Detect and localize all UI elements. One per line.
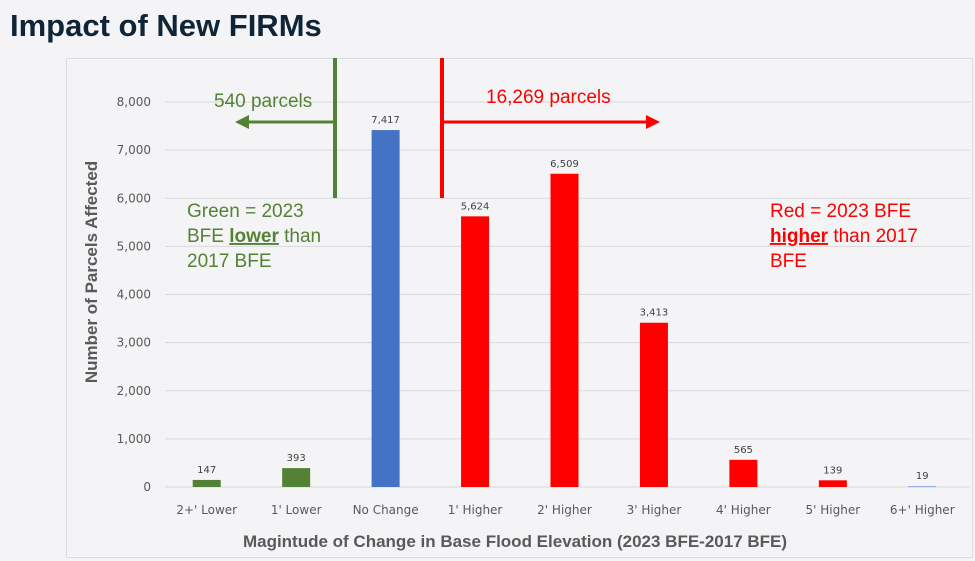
y-axis-label: Number of Parcels Affected [82, 161, 101, 383]
y-tick-label: 7,000 [117, 143, 151, 157]
y-tick-label: 8,000 [117, 95, 151, 109]
x-tick-label: 6+' Higher [890, 503, 955, 517]
data-label: 6,509 [550, 159, 579, 170]
y-tick-label: 1,000 [117, 432, 151, 446]
higher-count-label: 16,269 parcels [486, 87, 611, 108]
x-axis-label: Magintude of Change in Base Flood Elevat… [243, 532, 787, 551]
data-label: 139 [823, 465, 842, 476]
red-arrow-right-icon [646, 115, 660, 129]
y-tick-label: 5,000 [117, 239, 151, 253]
data-label: 7,417 [371, 115, 400, 126]
y-tick-label: 6,000 [117, 191, 151, 205]
x-tick-label: 1' Lower [271, 503, 322, 517]
y-tick-label: 3,000 [117, 336, 151, 350]
bar [371, 130, 400, 487]
y-tick-label: 0 [143, 480, 151, 494]
lower-count-label: 540 parcels [214, 91, 312, 112]
y-tick-label: 4,000 [117, 288, 151, 302]
green-arrow-left-icon [235, 115, 249, 129]
data-label: 565 [734, 445, 753, 456]
page-title: Impact of New FIRMs [10, 8, 322, 43]
bar [639, 322, 668, 487]
data-label: 147 [197, 465, 216, 476]
green-note-line1: Green = 2023 [187, 201, 304, 222]
red-note: Red = 2023 BFE higher than 2017 BFE [770, 201, 923, 272]
x-tick-label: 3' Higher [627, 503, 682, 517]
green-note: Green = 2023 BFE lower than 2017 BFE [187, 201, 326, 272]
data-label: 5,624 [461, 201, 490, 212]
chart-frame [66, 58, 973, 558]
bar [461, 216, 490, 487]
data-label: 3,413 [640, 308, 669, 319]
bar [729, 459, 758, 487]
bar [192, 479, 221, 487]
data-label: 393 [287, 453, 306, 464]
bar [908, 486, 937, 488]
bar [550, 173, 579, 487]
x-tick-label: 4' Higher [716, 503, 771, 517]
x-tick-label: 1' Higher [448, 503, 503, 517]
x-tick-label: 5' Higher [806, 503, 861, 517]
x-tick-label: 2+' Lower [176, 503, 237, 517]
x-tick-label: No Change [353, 503, 419, 517]
data-label: 19 [916, 471, 929, 482]
y-tick-label: 2,000 [117, 384, 151, 398]
bar [282, 468, 311, 487]
x-tick-label: 2' Higher [537, 503, 592, 517]
bar [818, 480, 847, 487]
